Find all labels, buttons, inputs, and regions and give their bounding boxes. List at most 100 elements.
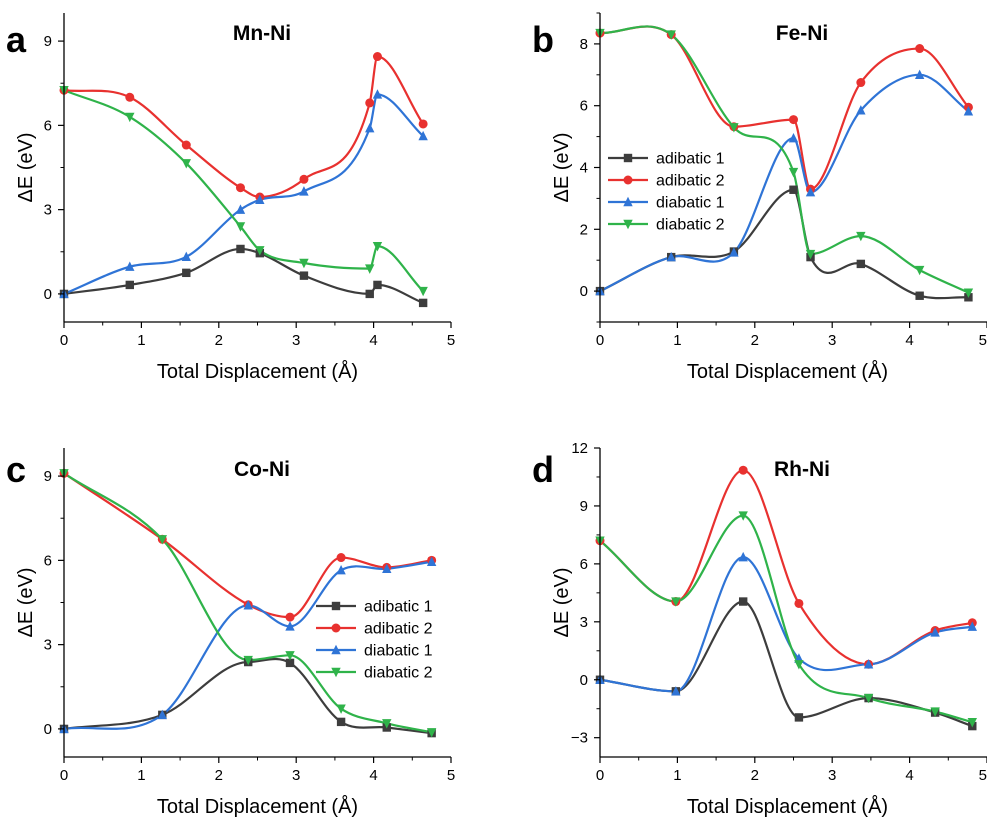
x-tick-label: 2	[751, 767, 759, 784]
data-point	[285, 658, 295, 668]
data-point	[181, 140, 191, 150]
x-tick-label: 3	[292, 767, 300, 784]
data-point	[365, 289, 374, 299]
legend-label: adibatic 1	[364, 599, 433, 616]
x-tick-label: 3	[292, 332, 300, 349]
data-point	[243, 655, 253, 666]
y-axis-title: ΔE (eV)	[15, 132, 37, 202]
data-point	[729, 247, 739, 257]
data-point	[336, 717, 346, 727]
data-point	[856, 231, 866, 242]
data-point	[125, 280, 134, 290]
legend: adibatic 1 adibatic 2 diabatic 1 diabatic 2	[316, 599, 433, 682]
y-tick-label: 0	[44, 721, 52, 738]
data-point	[299, 186, 309, 196]
panel-title: Co-Ni	[234, 458, 290, 481]
data-point	[372, 241, 383, 252]
data-point	[299, 258, 309, 269]
x-tick-label: 4	[905, 332, 913, 349]
y-tick-label: 0	[44, 286, 52, 303]
data-point	[671, 597, 681, 607]
data-point	[915, 291, 924, 300]
data-point	[914, 265, 925, 276]
x-tick-label: 0	[60, 767, 68, 784]
y-tick-label: 12	[571, 440, 588, 457]
data-point	[794, 598, 804, 608]
y-tick-label: 9	[44, 33, 52, 50]
data-point	[125, 261, 135, 271]
data-point	[794, 660, 804, 670]
data-point	[788, 132, 799, 143]
data-point	[805, 187, 816, 197]
data-point	[856, 105, 866, 115]
data-point	[666, 30, 676, 40]
data-point	[671, 686, 681, 696]
x-tick-label: 1	[137, 332, 145, 349]
data-point	[963, 288, 974, 298]
y-tick-label: 3	[44, 202, 52, 219]
data-point	[299, 174, 309, 184]
y-tick-label: 3	[44, 637, 52, 654]
data-point	[856, 78, 866, 88]
legend-marker	[331, 644, 341, 655]
legend: adibatic 1 adibatic 2 diabatic 1 diabatic 2	[608, 151, 725, 234]
data-point	[856, 259, 866, 269]
data-point	[365, 98, 375, 108]
legend-marker	[623, 175, 633, 185]
panel-letter: a	[6, 19, 27, 60]
data-point	[967, 621, 977, 631]
data-point	[182, 268, 191, 278]
y-tick-label: 6	[580, 556, 588, 573]
panel-title: Rh-Ni	[774, 458, 830, 481]
y-tick-label: 6	[44, 117, 52, 134]
x-tick-label: 0	[596, 332, 604, 349]
x-axis-title: Total Displacement (Å)	[687, 360, 888, 383]
panel-letter: d	[532, 449, 554, 490]
series-line-diabatic-1	[600, 73, 970, 293]
x-tick-label: 3	[828, 767, 836, 784]
data-point	[365, 122, 375, 133]
series-line-diabatic-2	[600, 514, 973, 724]
data-point	[805, 249, 816, 260]
data-point	[915, 44, 925, 54]
data-point	[930, 627, 940, 637]
data-point	[863, 693, 874, 704]
data-point	[738, 511, 748, 521]
legend-marker	[331, 601, 341, 611]
y-axis-title: ΔE (eV)	[15, 567, 37, 637]
y-tick-label: 3	[580, 614, 588, 631]
panel-letter: c	[6, 449, 26, 490]
y-tick-label: 9	[580, 498, 588, 515]
x-tick-label: 3	[828, 332, 836, 349]
data-point	[236, 244, 245, 254]
legend-label: diabatic 2	[364, 665, 433, 682]
x-axis-title: Total Displacement (Å)	[157, 795, 358, 818]
data-point	[365, 264, 375, 274]
data-point	[418, 286, 428, 297]
data-point	[729, 123, 739, 133]
data-point	[372, 52, 382, 62]
data-point	[863, 659, 874, 669]
x-tick-label: 5	[979, 767, 987, 784]
panel-title: Mn-Ni	[233, 22, 291, 45]
series-line-adibatic-2	[64, 472, 432, 619]
x-tick-label: 1	[137, 767, 145, 784]
data-point	[235, 204, 246, 214]
legend-marker	[331, 623, 341, 633]
y-tick-label: 6	[44, 552, 52, 569]
x-tick-label: 0	[60, 332, 68, 349]
data-point	[426, 556, 437, 566]
x-tick-label: 2	[215, 332, 223, 349]
series-line-diabatic-1	[600, 556, 973, 693]
data-point	[336, 553, 346, 563]
y-tick-label: 4	[580, 160, 588, 177]
y-tick-label: −3	[571, 730, 588, 747]
x-tick-label: 4	[369, 767, 377, 784]
panel-c: 0 1 2 3 4 5 0 3 6 9 Total Displacement (Å) ΔE (eV) C…	[6, 448, 455, 818]
data-point	[255, 246, 265, 256]
x-tick-label: 5	[447, 767, 455, 784]
panel-title: Fe-Ni	[776, 22, 829, 45]
x-tick-label: 0	[596, 767, 604, 784]
data-point	[738, 551, 748, 562]
data-point	[418, 130, 428, 141]
